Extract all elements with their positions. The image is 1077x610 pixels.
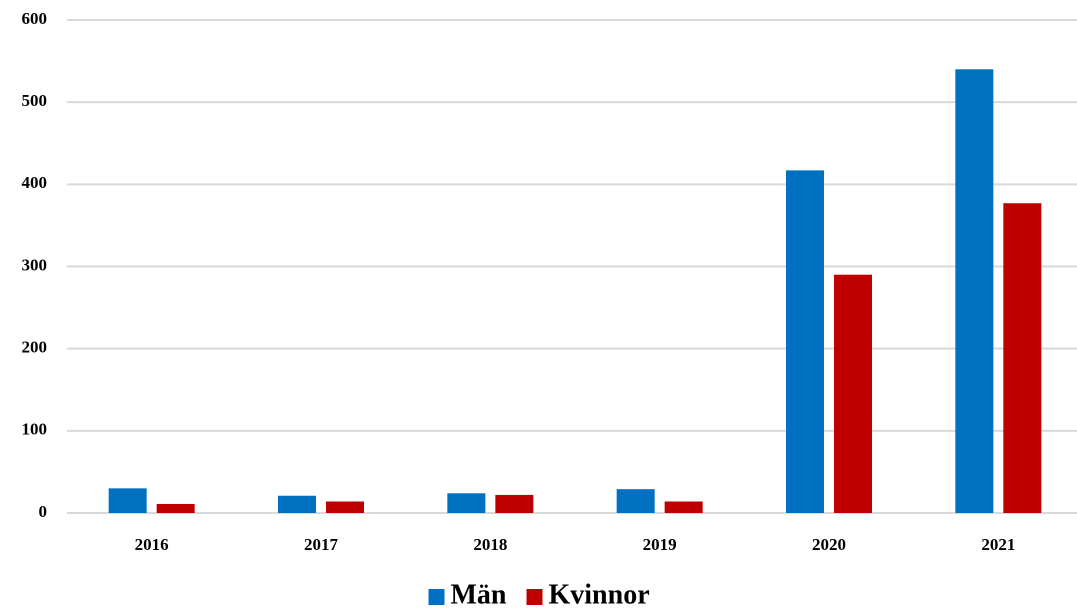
bar [156, 503, 195, 513]
bar [616, 489, 655, 513]
bar [1003, 203, 1042, 513]
x-tick-label: 2017 [304, 535, 339, 554]
bar [278, 495, 316, 513]
legend-swatch [526, 589, 543, 605]
bar [664, 501, 703, 513]
bar [495, 494, 534, 513]
bar [834, 274, 872, 513]
bar [326, 501, 364, 513]
y-tick-label: 600 [22, 9, 48, 28]
legend-label: Kvinnor [549, 579, 650, 610]
x-tick-label: 2019 [643, 535, 677, 554]
y-tick-label: 400 [22, 173, 48, 192]
y-tick-label: 100 [22, 420, 48, 439]
legend-swatch [428, 589, 445, 605]
bar [955, 69, 994, 514]
bar [786, 170, 824, 514]
legend-label: Män [451, 579, 507, 610]
y-tick-label: 500 [22, 91, 48, 110]
x-tick-label: 2020 [812, 535, 846, 554]
y-tick-label: 0 [39, 502, 48, 521]
x-tick-label: 2021 [981, 535, 1015, 554]
bar [108, 488, 147, 513]
y-tick-label: 200 [22, 338, 48, 357]
bar [447, 493, 486, 513]
x-tick-label: 2018 [473, 535, 507, 554]
x-tick-label: 2016 [135, 535, 169, 554]
y-tick-label: 300 [22, 255, 48, 274]
